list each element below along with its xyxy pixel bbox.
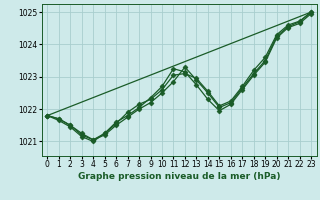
X-axis label: Graphe pression niveau de la mer (hPa): Graphe pression niveau de la mer (hPa)	[78, 172, 280, 181]
